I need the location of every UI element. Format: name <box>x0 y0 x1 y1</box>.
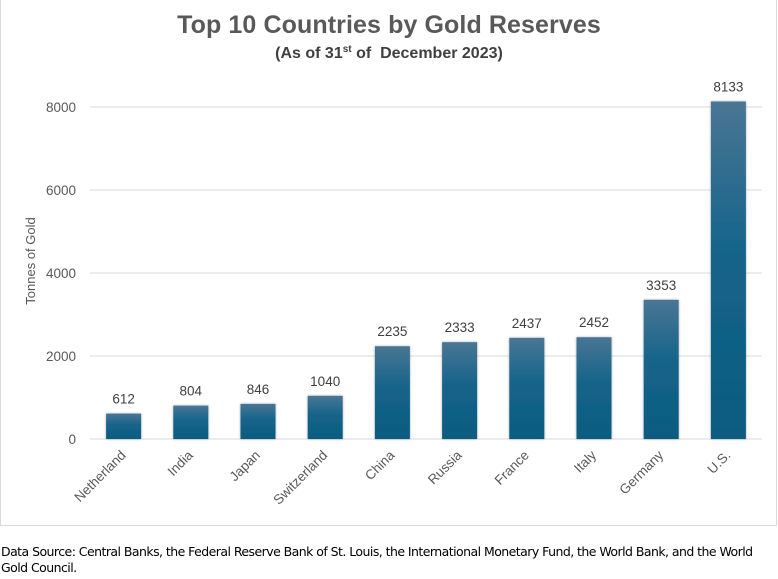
y-tick-label: 0 <box>68 432 76 447</box>
chart-subtitle: (As of 31st of December 2023) <box>0 44 778 63</box>
y-tick-label: 2000 <box>46 349 76 364</box>
data-label: 8133 <box>713 79 743 94</box>
y-axis-ticks: 0 2000 4000 6000 8000 <box>46 100 76 447</box>
bar-china <box>374 346 410 439</box>
data-label: 846 <box>247 382 270 397</box>
bars <box>106 101 746 439</box>
data-label: 612 <box>112 392 135 407</box>
x-tick-label: Germany <box>616 447 666 497</box>
y-tick-label: 6000 <box>46 183 76 198</box>
x-tick-label: France <box>492 448 532 488</box>
x-tick-label: Japan <box>226 448 263 485</box>
data-source-footnote: Data Source: Central Banks, the Federal … <box>1 544 753 575</box>
x-tick-label: Switzerland <box>270 448 330 508</box>
y-tick-label: 8000 <box>46 100 76 115</box>
bar-russia <box>442 342 478 439</box>
chart-title: Top 10 Countries by Gold Reserves <box>177 11 601 39</box>
subtitle-superscript: st <box>342 44 352 55</box>
x-tick-label: Netherland <box>71 448 128 505</box>
bar-netherland <box>106 413 142 439</box>
data-label: 804 <box>180 384 203 399</box>
bar-germany <box>643 299 679 439</box>
subtitle-suffix: of December 2023) <box>351 45 503 62</box>
x-tick-label: U.S. <box>704 448 733 477</box>
data-label: 2452 <box>579 315 609 330</box>
y-axis-label: Tonnes of Gold <box>23 217 38 304</box>
data-labels: 612 804 846 1040 2235 2333 2437 2452 3353 8133 <box>112 79 743 406</box>
data-label: 2235 <box>377 324 407 339</box>
x-tick-label: Italy <box>571 447 599 475</box>
data-label: 3353 <box>646 278 676 293</box>
subtitle-prefix: (As of 31 <box>275 45 343 62</box>
data-label: 2333 <box>445 320 475 335</box>
bar-chart: 0 2000 4000 6000 8000 Tonnes of Gold 612 804 8… <box>23 79 762 507</box>
x-tick-label: Russia <box>425 447 465 487</box>
data-label: 1040 <box>310 374 340 389</box>
x-axis-ticks: Netherland India Japan Switzerland China Russ… <box>71 447 733 507</box>
bar-switzerland <box>307 395 343 439</box>
data-label: 2437 <box>512 316 542 331</box>
x-tick-label: China <box>362 447 398 483</box>
bar-italy <box>576 337 612 439</box>
bar-france <box>509 337 545 439</box>
bar-india <box>173 405 209 439</box>
x-tick-label: India <box>165 447 197 479</box>
y-tick-label: 4000 <box>46 266 76 281</box>
bar-japan <box>240 403 276 439</box>
bar-u-s <box>710 101 746 439</box>
